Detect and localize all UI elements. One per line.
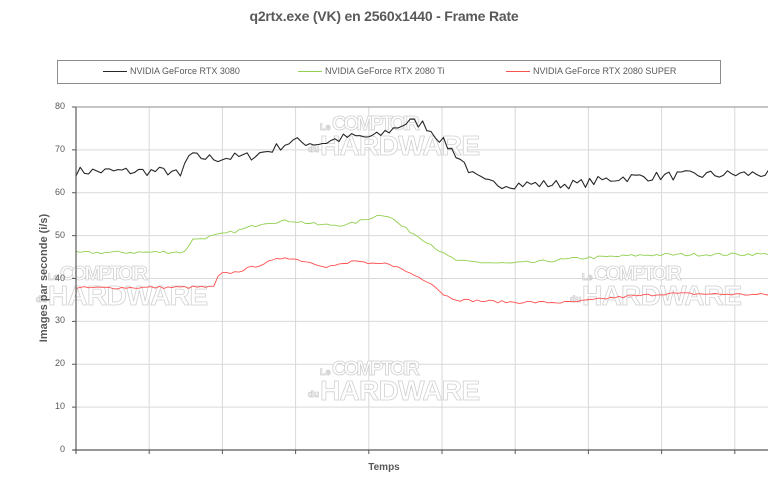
legend-swatch-green-icon (298, 70, 322, 72)
svg-text:COMPTOIR: COMPTOIR (60, 263, 149, 285)
series-line (75, 118, 768, 190)
svg-text:Le: Le (320, 122, 331, 132)
gridlines (76, 106, 768, 450)
watermark-logo: Le COMPTOIR du HARDWARE (308, 358, 481, 407)
legend-label: NVIDIA GeForce RTX 2080 Ti (325, 66, 445, 76)
legend-item-rtx-3080: NVIDIA GeForce RTX 3080 (103, 66, 240, 76)
axes (72, 106, 768, 454)
svg-text:HARDWARE: HARDWARE (320, 130, 480, 161)
svg-text:COMPTOIR: COMPTOIR (332, 358, 421, 380)
svg-text:HARDWARE: HARDWARE (582, 280, 742, 311)
svg-text:COMPTOIR: COMPTOIR (594, 263, 683, 285)
y-tick-label: 70 (54, 143, 65, 154)
legend-swatch-red-icon (506, 70, 530, 72)
legend-item-rtx-2080-ti: NVIDIA GeForce RTX 2080 Ti (298, 66, 444, 76)
series-lines (75, 118, 768, 304)
y-axis-title: Images par seconde (i/s) (38, 213, 50, 343)
y-tick-label: 80 (54, 101, 65, 111)
watermark-logo: Le COMPTOIR du HARDWARE (36, 263, 209, 312)
svg-text:du: du (308, 389, 319, 399)
series-line (75, 257, 768, 304)
y-tick-label: 30 (54, 315, 65, 326)
x-axis-title: Temps (368, 462, 400, 473)
y-tick-label: 50 (54, 229, 65, 240)
watermark-logo: Le COMPTOIR du HARDWARE (308, 113, 481, 162)
chart-title: q2rtx.exe (VK) en 2560x1440 - Frame Rate (249, 8, 519, 24)
legend-item-rtx-2080-super: NVIDIA GeForce RTX 2080 SUPER (506, 66, 676, 76)
svg-text:HARDWARE: HARDWARE (48, 280, 208, 311)
y-tick-label: 60 (54, 186, 65, 197)
svg-text:Le: Le (582, 272, 593, 282)
svg-text:COMPTOIR: COMPTOIR (332, 113, 421, 135)
svg-text:Le: Le (48, 272, 59, 282)
series-line (75, 215, 768, 264)
svg-text:du: du (308, 144, 319, 154)
y-tick-label: 40 (54, 272, 65, 283)
chart-legend: NVIDIA GeForce RTX 3080 NVIDIA GeForce R… (57, 60, 721, 84)
svg-text:du: du (36, 294, 47, 304)
svg-text:Le: Le (320, 367, 331, 377)
legend-swatch-black-icon (103, 70, 127, 72)
legend-label: NVIDIA GeForce RTX 2080 SUPER (533, 66, 677, 76)
svg-text:du: du (570, 294, 581, 304)
y-tick-label: 10 (54, 401, 65, 412)
y-tick-label: 0 (59, 444, 65, 454)
watermark-logo: Le COMPTOIR du HARDWARE (570, 263, 743, 312)
svg-text:HARDWARE: HARDWARE (320, 375, 480, 406)
legend-label: NVIDIA GeForce RTX 3080 (130, 66, 240, 76)
y-tick-label: 20 (54, 358, 65, 369)
